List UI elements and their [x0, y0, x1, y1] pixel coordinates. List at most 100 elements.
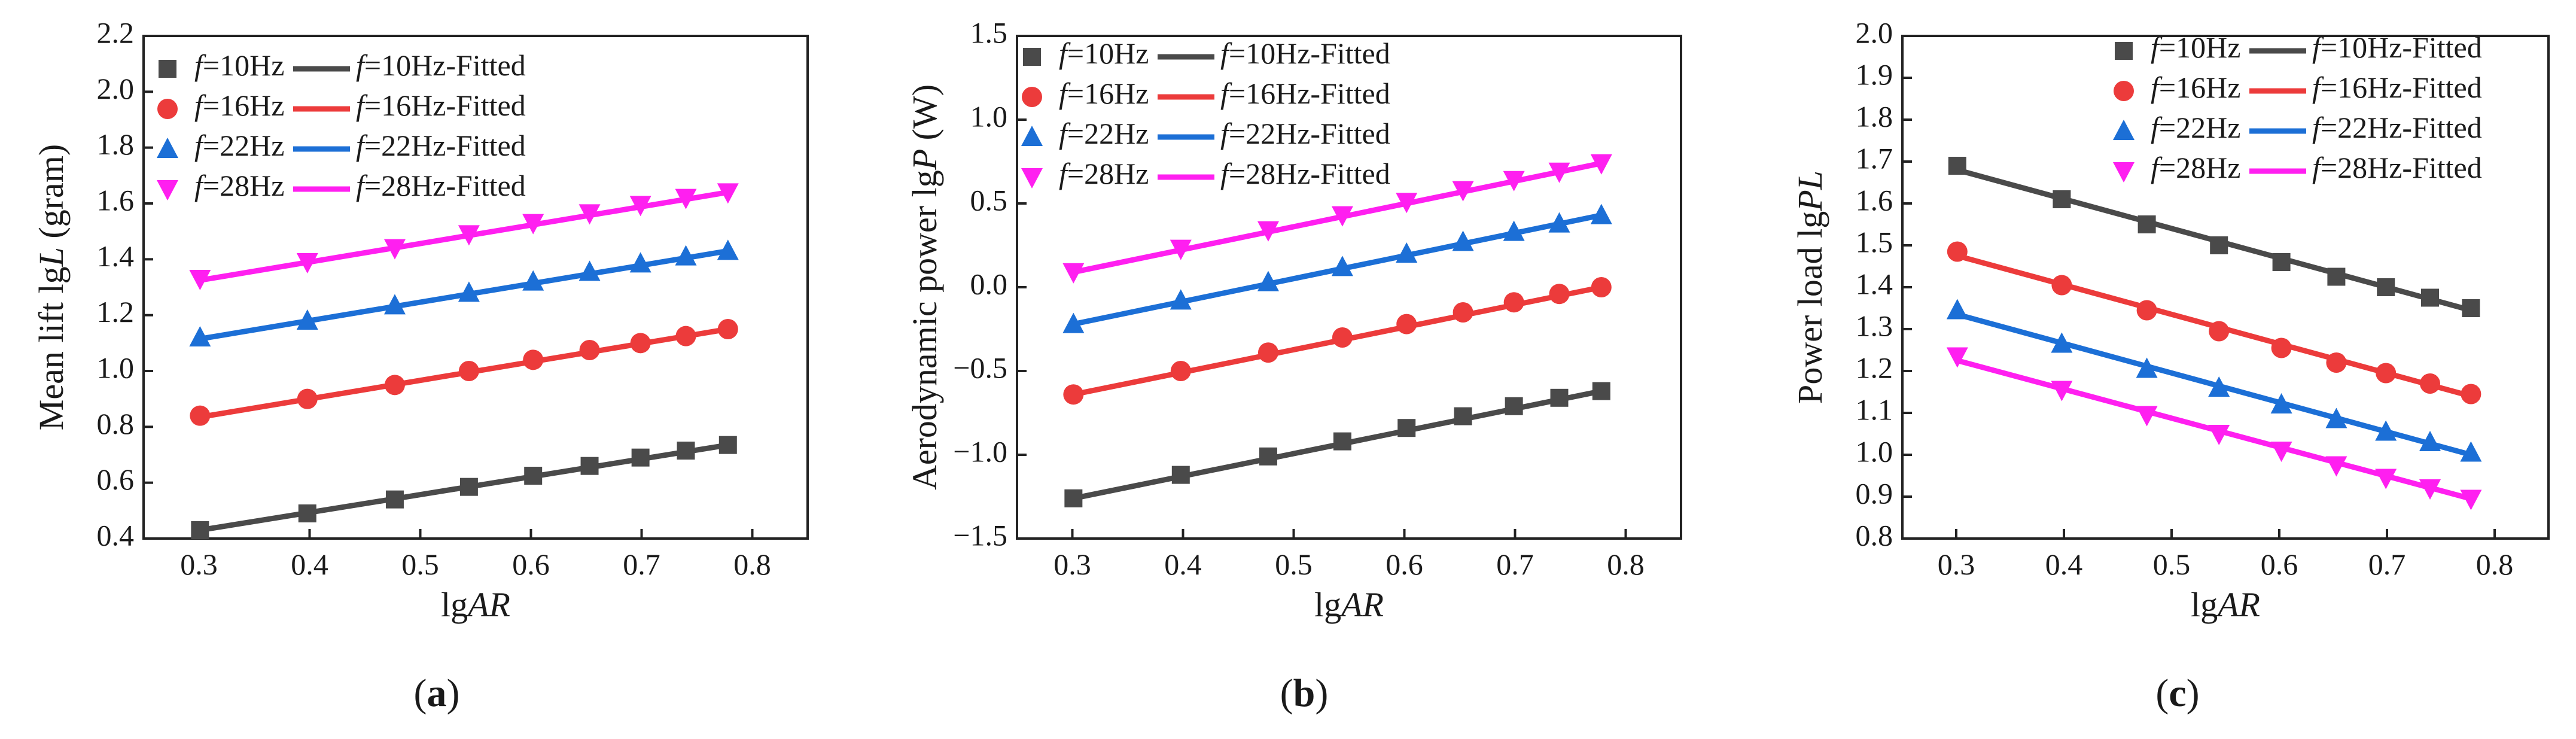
y-axis-label: Aerodynamic power lgP (W)	[905, 84, 944, 490]
data-point-f10hz	[2327, 267, 2346, 286]
data-point-f10hz	[2210, 236, 2228, 254]
data-point-f16hz	[2326, 352, 2347, 373]
legend-fit-label-f22hz: f=22Hz-Fitted	[2312, 111, 2482, 144]
data-point-f22hz	[1946, 299, 1968, 320]
legend-marker-f16hz	[157, 99, 178, 119]
data-point-f22hz	[1590, 203, 1612, 224]
data-point-f28hz	[383, 239, 406, 260]
data-point-f22hz	[1452, 230, 1474, 251]
x-tick-label: 0.7	[1496, 548, 1534, 581]
x-tick-label: 0.4	[291, 548, 328, 581]
data-point-f16hz	[523, 349, 544, 370]
data-point-f10hz	[1171, 466, 1190, 484]
y-tick-label: 1.0	[1856, 434, 1893, 468]
data-point-f16hz	[1170, 361, 1191, 381]
y-tick-label: 1.3	[1856, 309, 1893, 342]
x-tick-label: 0.8	[733, 548, 771, 581]
legend-label-f28hz: f=28Hz	[2151, 151, 2240, 184]
data-point-f22hz	[2375, 420, 2397, 441]
data-point-f16hz	[2271, 337, 2292, 358]
data-point-f16hz	[1332, 327, 1353, 348]
data-point-f10hz	[580, 457, 599, 475]
legend-label-f16hz: f=16Hz	[1059, 77, 1149, 110]
data-point-f16hz	[1453, 302, 1473, 323]
data-point-f28hz	[1946, 347, 1968, 368]
y-tick-label: 1.4	[97, 239, 135, 273]
fit-line-f28hz	[197, 189, 731, 283]
y-tick-label: 1.6	[97, 183, 135, 217]
x-tick-label: 0.5	[2153, 548, 2191, 581]
data-point-f16hz	[717, 319, 738, 339]
x-tick-label: 0.3	[1938, 548, 1975, 581]
data-point-f28hz	[629, 196, 651, 217]
data-point-f22hz	[1396, 242, 1418, 263]
data-point-f28hz	[2325, 456, 2347, 477]
data-point-f16hz	[1549, 284, 1570, 305]
y-tick-label: 1.2	[1856, 351, 1893, 384]
legend-fit-label-f22hz: f=22Hz-Fitted	[356, 129, 526, 162]
data-point-f22hz	[629, 252, 651, 273]
data-point-f22hz	[1548, 212, 1570, 233]
y-axis-label: Mean lift lgL (gram)	[32, 144, 71, 430]
data-point-f28hz	[2270, 442, 2292, 462]
y-tick-label: 2.0	[1856, 16, 1893, 49]
data-point-f16hz	[297, 388, 318, 409]
data-point-f28hz	[189, 270, 211, 290]
data-point-f28hz	[1257, 221, 1279, 242]
legend-marker-f28hz	[157, 180, 178, 200]
data-point-f10hz	[1259, 447, 1277, 466]
y-tick-label: 1.2	[97, 295, 135, 329]
y-tick-label: 1.0	[970, 99, 1008, 133]
x-tick-label: 0.8	[1607, 548, 1645, 581]
data-point-f10hz	[2137, 215, 2156, 233]
x-tick-label: 0.5	[401, 548, 439, 581]
data-point-f16hz	[2136, 300, 2157, 321]
y-tick-label: 1.5	[970, 16, 1008, 49]
y-tick-label: −1.0	[953, 434, 1007, 468]
data-point-f16hz	[675, 326, 696, 346]
data-point-f22hz	[522, 270, 544, 291]
chart-panel-c: 0.3 0.4 0.5 0.6 0.7 0.8 0.8 0.9 1.0 1.1 1.2 1.3 1.4 1…	[1791, 16, 2550, 715]
legend-label-f28hz: f=28Hz	[1059, 157, 1149, 190]
legend-marker-f22hz	[1021, 126, 1043, 146]
legend-label-f10hz: f=10Hz	[2151, 31, 2240, 64]
data-point-f22hz	[2051, 332, 2073, 353]
legend-marker-f28hz	[1021, 168, 1043, 188]
data-point-f16hz	[2051, 275, 2072, 296]
x-tick-label: 0.6	[1386, 548, 1423, 581]
data-point-f10hz	[2421, 288, 2439, 307]
data-point-f28hz	[717, 183, 739, 204]
data-point-f28hz	[296, 253, 318, 273]
x-axis-label: lgAR	[1314, 585, 1384, 624]
x-tick-label: 0.6	[2261, 548, 2298, 581]
panel-caption: (c)	[2155, 671, 2199, 715]
data-point-f28hz	[2460, 489, 2482, 510]
x-tick-label: 0.4	[2045, 548, 2083, 581]
plot-frame	[142, 35, 809, 540]
data-point-f28hz	[578, 204, 601, 225]
y-tick-label: 0.6	[97, 463, 135, 496]
data-point-f28hz	[1548, 162, 1570, 183]
data-point-f10hz	[2462, 299, 2480, 317]
data-point-f28hz	[2051, 381, 2073, 402]
x-tick-label: 0.4	[1164, 548, 1202, 581]
data-point-f10hz	[2377, 278, 2395, 296]
x-tick-label: 0.5	[1275, 548, 1313, 581]
data-point-f22hz	[296, 309, 318, 330]
data-point-f16hz	[1063, 384, 1084, 405]
legend-marker-f10hz	[2115, 42, 2133, 60]
data-point-f28hz	[1590, 154, 1612, 175]
data-point-f10hz	[1550, 388, 1569, 407]
data-point-f10hz	[1333, 432, 1351, 451]
data-point-f16hz	[384, 375, 405, 396]
data-point-f22hz	[458, 281, 480, 302]
data-point-f16hz	[630, 333, 651, 354]
data-point-f28hz	[1170, 239, 1192, 260]
panel-caption: (a)	[414, 671, 460, 715]
data-point-f16hz	[2209, 321, 2230, 342]
data-point-f16hz	[1257, 342, 1278, 363]
y-tick-label: 0.8	[97, 407, 135, 440]
legend-marker-f28hz	[2113, 162, 2135, 183]
legend-marker-f10hz	[1023, 48, 1041, 66]
